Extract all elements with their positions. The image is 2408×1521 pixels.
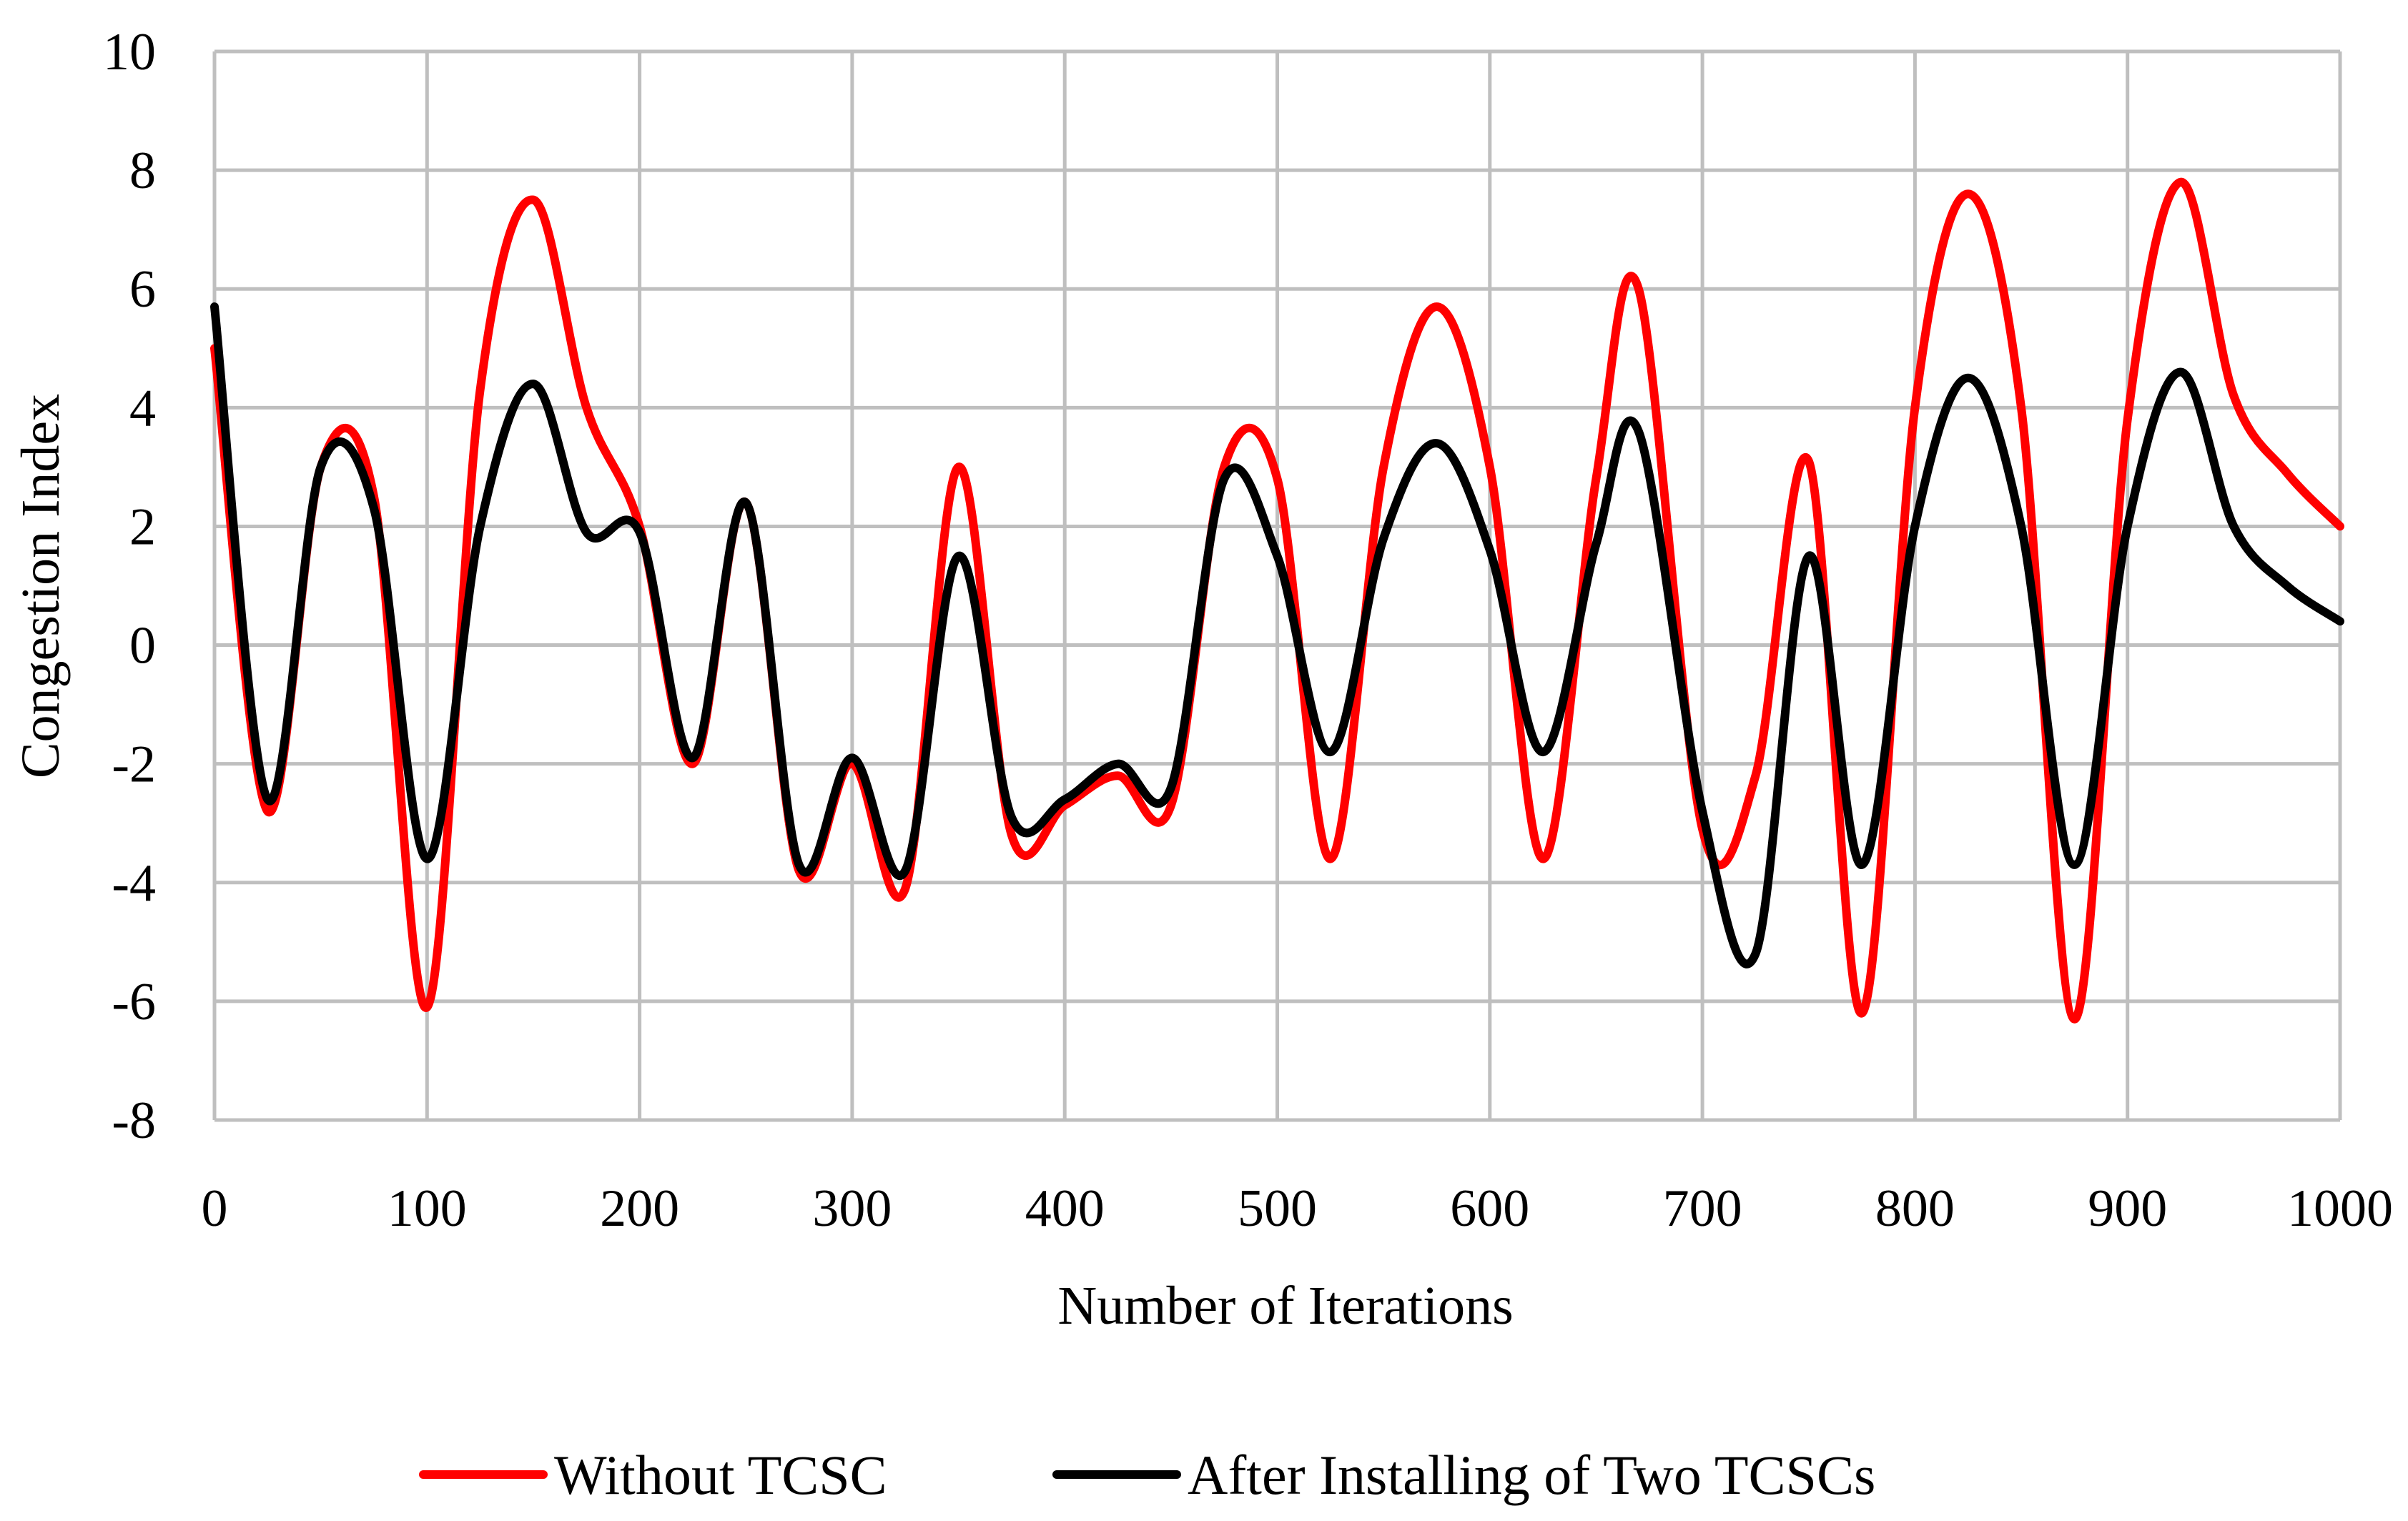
x-tick-label: 1000	[2287, 1179, 2393, 1238]
x-tick-label: 900	[2088, 1179, 2167, 1238]
y-tick-label: 10	[103, 23, 156, 81]
legend: Without TCSC After Installing of Two TCS…	[419, 1444, 1875, 1506]
x-tick-label: 0	[202, 1179, 228, 1238]
y-tick-label: 8	[129, 142, 156, 200]
y-tick-label: 2	[129, 497, 156, 556]
x-tick-label: 500	[1238, 1179, 1317, 1238]
legend-label-two-tcscs: After Installing of Two TCSCs	[1188, 1444, 1875, 1506]
series-line-two-tcscs	[210, 302, 2344, 968]
y-tick-label: 4	[129, 379, 156, 437]
y-tick-label: 0	[129, 617, 156, 675]
y-axis-title: Congestion Index	[11, 394, 71, 778]
grid	[212, 49, 2342, 1122]
x-tick-label: 300	[812, 1179, 892, 1238]
y-tick-label: -2	[112, 735, 156, 794]
y-tick-label: -4	[112, 854, 156, 913]
x-axis-ticks: 0 100 200 300 400 500 600 700 800 900 1000	[202, 1179, 2394, 1238]
x-tick-label: 800	[1875, 1179, 1955, 1238]
y-tick-label: -6	[112, 973, 156, 1031]
x-tick-label: 600	[1450, 1179, 1529, 1238]
x-tick-label: 200	[600, 1179, 679, 1238]
series-line-without-tcsc	[210, 177, 2344, 1024]
series-lines	[210, 177, 2344, 1024]
y-tick-label: -8	[112, 1091, 156, 1150]
y-axis-ticks: -8 -6 -4 -2 0 2 4 6 8 10	[103, 23, 156, 1150]
x-axis-title: Number of Iterations	[1057, 1276, 1513, 1336]
x-tick-label: 700	[1663, 1179, 1742, 1238]
x-tick-label: 400	[1025, 1179, 1105, 1238]
legend-label-without-tcsc: Without TCSC	[554, 1444, 887, 1506]
y-tick-label: 6	[129, 260, 156, 319]
x-tick-label: 100	[388, 1179, 467, 1238]
